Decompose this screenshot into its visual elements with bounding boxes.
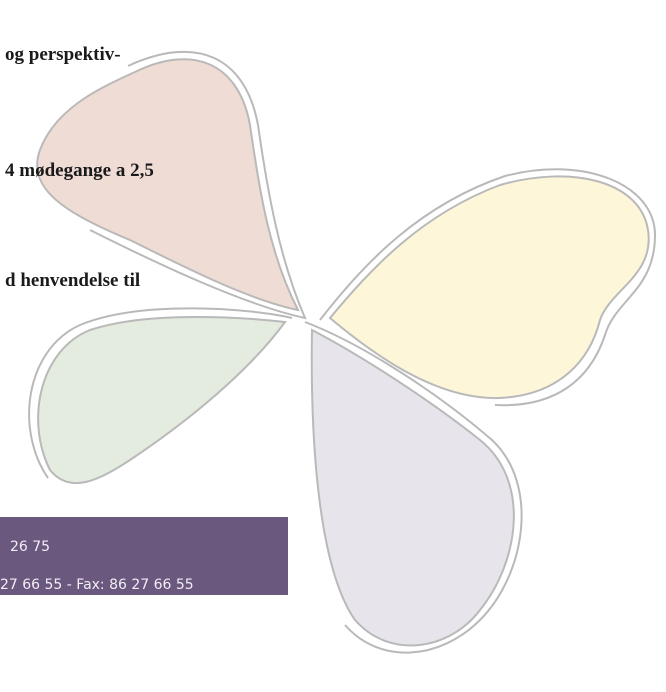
body-line: og perspektiv-	[5, 44, 121, 66]
yellow-petal	[330, 176, 649, 398]
green-petal	[38, 317, 285, 483]
page: {"body": {"lines": ["og perspektiv-", "4…	[0, 0, 666, 692]
body-line: 4 mødegange a 2,5	[5, 160, 154, 182]
footer-line: 26 75	[10, 539, 50, 555]
footer-line: 27 66 55 - Fax: 86 27 66 55	[0, 577, 194, 593]
body-line: d henvendelse til	[5, 270, 140, 292]
footer-box: 26 75 27 66 55 - Fax: 86 27 66 55	[0, 517, 288, 595]
